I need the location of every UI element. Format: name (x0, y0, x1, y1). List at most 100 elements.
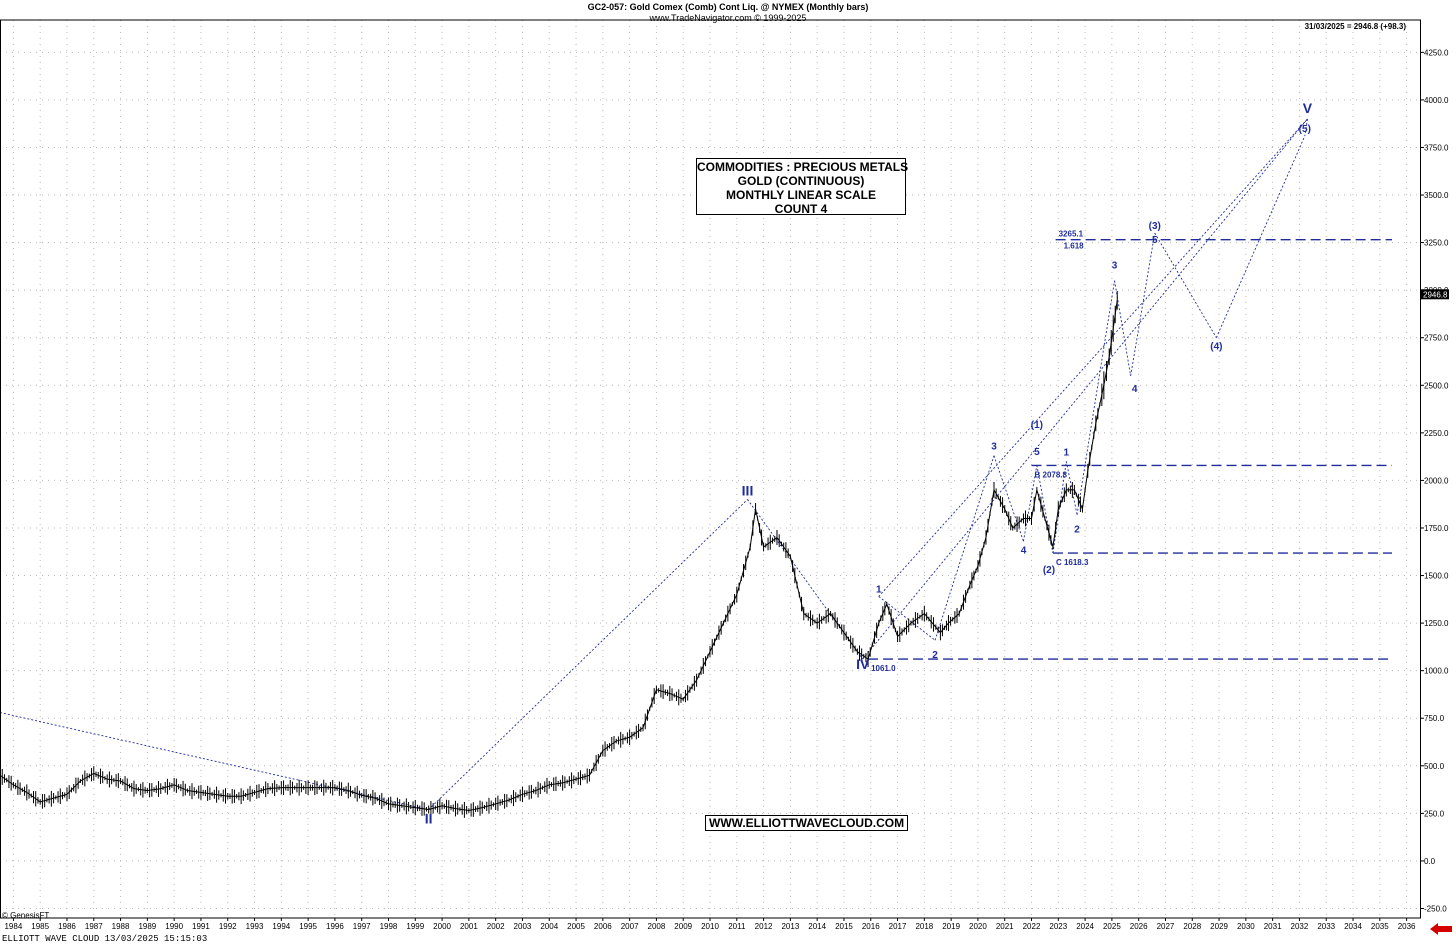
x-tick-label: 2004 (540, 922, 558, 931)
x-tick-label: 1985 (31, 922, 49, 931)
wave-segment (993, 455, 1024, 542)
x-tick-label: 2014 (808, 922, 826, 931)
y-tick-label: 1250.0 (1424, 619, 1449, 628)
x-tick-label: 2009 (674, 922, 692, 931)
x-tick-label: 2022 (1023, 922, 1041, 931)
horizontal-levels: 3265.1 1.618 B 2078.8 C 1618.3 1061.0 (868, 230, 1392, 673)
x-tick-label: 2002 (487, 922, 505, 931)
y-tick-label: 1500.0 (1424, 572, 1449, 581)
x-tick-label: 2000 (433, 922, 451, 931)
x-tick-label: 2015 (835, 922, 853, 931)
wave-segment (1052, 461, 1067, 554)
wave-segment (934, 455, 995, 641)
y-tick-label: 1000.0 (1424, 667, 1449, 676)
wave-segment (862, 118, 1308, 660)
nav-left-arrow-icon[interactable] (1430, 923, 1452, 935)
wave-label: (4) (1210, 342, 1222, 353)
wave-segment (1215, 135, 1306, 338)
x-tick-label: 2024 (1076, 922, 1094, 931)
wave-label: II (425, 811, 433, 827)
x-tick-label: 2017 (889, 922, 907, 931)
wave-label: 5 (1034, 447, 1040, 458)
y-tick-label: 1750.0 (1424, 524, 1449, 533)
y-tick-label: 4250.0 (1424, 48, 1449, 57)
x-tick-label: 2013 (781, 922, 799, 931)
x-tick-label: 2028 (1183, 922, 1201, 931)
app-info: ELLIOTT WAVE CLOUD 13/03/2025 15:15:03 (2, 934, 208, 944)
wave-label: 4 (1132, 384, 1138, 395)
level-label: B 2078.8 (1035, 470, 1068, 479)
x-tick-label: 2030 (1237, 922, 1255, 931)
wave-segment (1130, 233, 1156, 376)
level-sublabel: 1.618 (1064, 242, 1085, 251)
price-line (0, 300, 1118, 812)
x-tick-label: 2032 (1291, 922, 1309, 931)
last-price-box (1421, 289, 1449, 300)
x-tick-label: 2026 (1130, 922, 1148, 931)
website-banner: WWW.ELLIOTTWAVECLOUD.COM (705, 815, 909, 831)
wave-projections (0, 118, 1308, 810)
chart-title: GC2-057: Gold Comex (Comb) Cont Liq. @ N… (587, 2, 869, 12)
info-line-2: GOLD (CONTINUOUS) (737, 174, 865, 188)
wave-label: 2 (932, 650, 938, 661)
wave-label: 4 (1021, 545, 1027, 556)
wave-label: III (742, 482, 754, 498)
x-tick-label: 1984 (4, 922, 22, 931)
x-tick-label: 2036 (1398, 922, 1416, 931)
y-tick-label: 2750.0 (1424, 334, 1449, 343)
x-tick-label: 2020 (969, 922, 987, 931)
x-tick-label: 2003 (514, 922, 532, 931)
wave-segment (0, 712, 429, 810)
wave-label: 3 (991, 442, 997, 453)
axes: -250.0 0.0 250.0 500.0 750.0 1000.0 1250.0 1500… (0, 19, 1449, 931)
x-tick-label: 2021 (996, 922, 1014, 931)
y-tick-label: 750.0 (1424, 714, 1445, 723)
wave-label: V (1303, 100, 1313, 116)
wave-label: 1 (1064, 447, 1070, 458)
x-tick-label: 2011 (728, 922, 746, 931)
wave-label: (1) (1031, 420, 1043, 431)
x-tick-label: 2023 (1049, 922, 1067, 931)
x-tick-label: 2016 (862, 922, 880, 931)
x-tick-label: 1999 (406, 922, 424, 931)
x-tick-label: 1987 (85, 922, 103, 931)
x-tick-label: 2029 (1210, 922, 1228, 931)
x-tick-label: 2025 (1103, 922, 1121, 931)
wave-label: 2 (1074, 525, 1080, 536)
x-tick-label: 2018 (915, 922, 933, 931)
info-line-1: COMMODITIES : PRECIOUS METALS (697, 160, 909, 174)
x-tick-label: 1994 (272, 922, 290, 931)
wave-label: (5) (1299, 124, 1311, 135)
x-tick-label: 1997 (353, 922, 371, 931)
x-tick-label: 2027 (1157, 922, 1175, 931)
price-series (0, 290, 1118, 818)
x-tick-label: 1988 (112, 922, 130, 931)
wave-label: 5 (1152, 235, 1158, 246)
y-tick-label: 4000.0 (1424, 96, 1449, 105)
last-price-label: 2946.8 (1423, 290, 1448, 299)
x-tick-label: 1998 (380, 922, 398, 931)
wave-segment (1065, 461, 1078, 515)
grid (0, 20, 1420, 918)
chart-subtitle: www.TradeNavigator.com © 1999-2025 (649, 13, 807, 23)
wave-label: (2) (1043, 565, 1055, 576)
info-box: COMMODITIES : PRECIOUS METALS GOLD (CONT… (696, 158, 909, 216)
x-tick-label: 1989 (138, 922, 156, 931)
x-tick-label: 2006 (594, 922, 612, 931)
last-price-info: 31/03/2025 = 2946.8 (+98.3) (1304, 22, 1406, 31)
x-tick-label: 2035 (1371, 922, 1389, 931)
x-tick-label: 2033 (1317, 922, 1335, 931)
x-tick-label: 1995 (299, 922, 317, 931)
y-tick-label: 3750.0 (1424, 143, 1449, 152)
y-tick-label: 0.0 (1424, 857, 1436, 866)
wave-segment (428, 499, 748, 810)
level-label: 1061.0 (871, 664, 896, 673)
y-tick-label: 2250.0 (1424, 429, 1449, 438)
y-tick-label: 250.0 (1424, 809, 1445, 818)
x-tick-label: 1986 (58, 922, 76, 931)
y-tick-label: 3500.0 (1424, 191, 1449, 200)
level-label: C 1618.3 (1056, 558, 1089, 567)
info-line-4: COUNT 4 (774, 202, 828, 216)
wave-segment (1304, 118, 1308, 137)
